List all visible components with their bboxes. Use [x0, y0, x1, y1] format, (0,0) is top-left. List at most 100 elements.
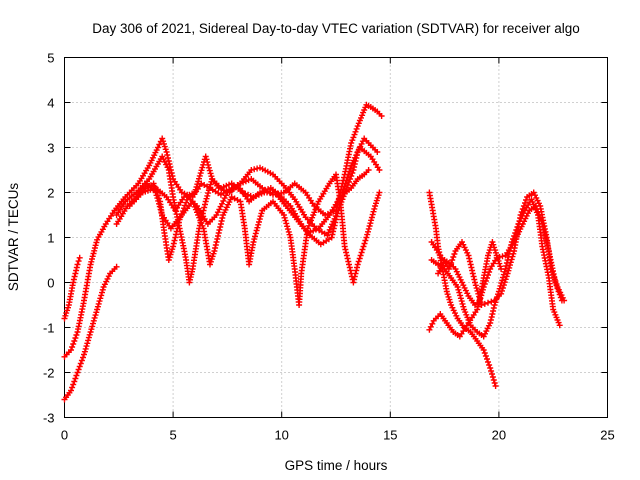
data-point [89, 263, 92, 266]
data-point [298, 304, 300, 306]
data-point [116, 223, 118, 225]
data-point [478, 299, 480, 302]
data-point [381, 115, 383, 117]
data-point [370, 155, 372, 158]
data-point [344, 173, 346, 176]
data-point [428, 191, 430, 194]
x-tick-label: 5 [169, 428, 176, 443]
data-point [205, 155, 207, 158]
data-point [172, 245, 174, 248]
data-point [476, 331, 478, 333]
data-series-track-g [126, 153, 372, 236]
data-point [270, 187, 272, 189]
data-point [222, 214, 224, 216]
data-point [157, 146, 159, 149]
data-point [546, 236, 548, 239]
data-point [129, 205, 131, 207]
x-tick-label: 25 [600, 428, 614, 443]
data-point [432, 209, 434, 212]
data-point [105, 223, 107, 225]
data-point [378, 169, 381, 171]
data-point [198, 227, 200, 230]
data-point [161, 137, 163, 140]
data-point [350, 187, 352, 189]
data-point [124, 196, 126, 198]
data-point [559, 324, 561, 326]
data-point [63, 356, 66, 358]
data-point [181, 191, 183, 194]
data-point [283, 191, 285, 194]
data-point [239, 200, 242, 203]
data-point [68, 304, 70, 306]
data-point [504, 254, 507, 257]
data-point [437, 272, 439, 275]
data-point [563, 299, 565, 302]
data-point [239, 182, 242, 185]
data-point [363, 173, 365, 176]
data-point [550, 268, 552, 270]
x-tick-label: 10 [274, 428, 288, 443]
data-point [480, 304, 483, 306]
data-point [430, 241, 433, 243]
data-point [192, 200, 194, 203]
data-point [470, 331, 472, 333]
data-point [348, 263, 350, 266]
data-point [226, 191, 228, 194]
data-point [161, 155, 163, 158]
data-point [294, 198, 296, 200]
data-point [448, 268, 450, 270]
data-point [346, 187, 348, 189]
data-point [530, 198, 533, 200]
grid [64, 57, 608, 418]
x-axis-label: GPS time / hours [285, 458, 388, 473]
data-point [70, 389, 72, 392]
y-tick-label: 1 [47, 231, 54, 246]
data-point [83, 353, 85, 356]
data-series-track-b [61, 263, 120, 403]
data-point [289, 236, 291, 239]
data-point [116, 214, 118, 216]
data-point [76, 371, 79, 374]
data-point [215, 214, 218, 216]
data-point [452, 331, 454, 333]
data-point [539, 205, 541, 207]
data-point [489, 268, 491, 270]
data-point [476, 308, 478, 311]
data-point [231, 196, 233, 198]
data-point [320, 243, 322, 245]
data-point [152, 182, 155, 185]
series-markers [61, 101, 385, 360]
y-tick-label: 0 [47, 276, 54, 291]
data-point [489, 367, 491, 369]
data-point [526, 196, 528, 198]
data-point [259, 191, 261, 194]
data-point [300, 272, 302, 275]
data-point [200, 182, 202, 185]
data-point [148, 164, 150, 167]
data-point [450, 304, 452, 306]
data-point [524, 209, 526, 212]
data-point [213, 250, 215, 252]
data-series-track-h [426, 189, 499, 389]
data-point [296, 218, 298, 221]
data-point [304, 191, 307, 194]
data-point [537, 214, 539, 216]
y-tick-label: 5 [47, 51, 54, 66]
data-point [357, 178, 359, 180]
data-point [493, 304, 496, 306]
data-point [487, 302, 489, 304]
plot-frame [64, 57, 608, 418]
data-point [500, 268, 502, 270]
data-point [444, 268, 446, 270]
data-point [181, 214, 183, 216]
data-point [487, 254, 489, 257]
data-point [450, 277, 452, 279]
data-point [231, 182, 233, 185]
data-series-track-l [435, 239, 505, 308]
data-series-track-k [428, 189, 568, 308]
y-tick-label: -3 [43, 411, 55, 426]
data-point [274, 191, 276, 194]
data-point [511, 241, 513, 243]
data-point [528, 209, 530, 212]
data-point [170, 227, 172, 230]
